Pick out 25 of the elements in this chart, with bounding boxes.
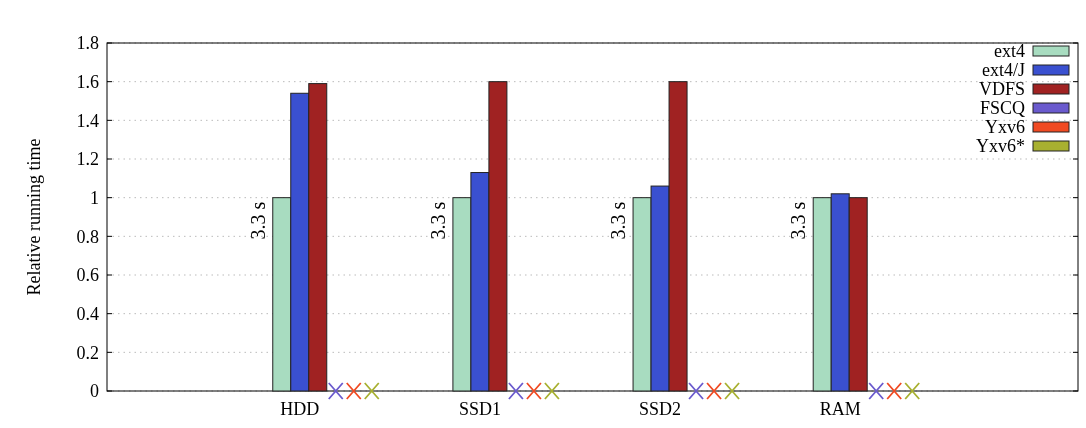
y-tick-label: 0.4 — [76, 303, 99, 324]
legend-label: VDFS — [978, 79, 1025, 100]
y-tick-label: 0.8 — [76, 226, 99, 247]
x-tick-label: HDD — [280, 399, 320, 419]
y-tick-label: 0.2 — [76, 342, 99, 363]
y-tick-label: 0.6 — [76, 265, 99, 286]
annotation: 3.3 s — [607, 201, 630, 240]
y-tick-label: 1.2 — [76, 149, 99, 170]
y-tick-label: 1 — [90, 187, 99, 208]
legend-label: ext4 — [994, 41, 1025, 62]
y-tick-label: 1.4 — [76, 110, 99, 131]
x-tick-label: SSD2 — [639, 399, 682, 419]
annotation: 3.3 s — [426, 201, 449, 240]
legend-label: FSCQ — [979, 98, 1025, 119]
x-tick-label: SSD1 — [458, 399, 501, 419]
annotation: 3.3 s — [787, 201, 810, 240]
y-tick-label: 1.8 — [76, 33, 99, 54]
legend-label: Yxv6* — [976, 136, 1025, 157]
y-axis-title: Relative running time — [24, 138, 44, 296]
legend-label: ext4/J — [982, 60, 1025, 81]
y-tick-label: 0 — [90, 381, 99, 402]
legend-label: Yxv6 — [985, 117, 1025, 138]
y-tick-label: 1.6 — [76, 71, 99, 92]
x-tick-label: RAM — [819, 399, 861, 419]
annotation: 3.3 s — [246, 201, 269, 240]
